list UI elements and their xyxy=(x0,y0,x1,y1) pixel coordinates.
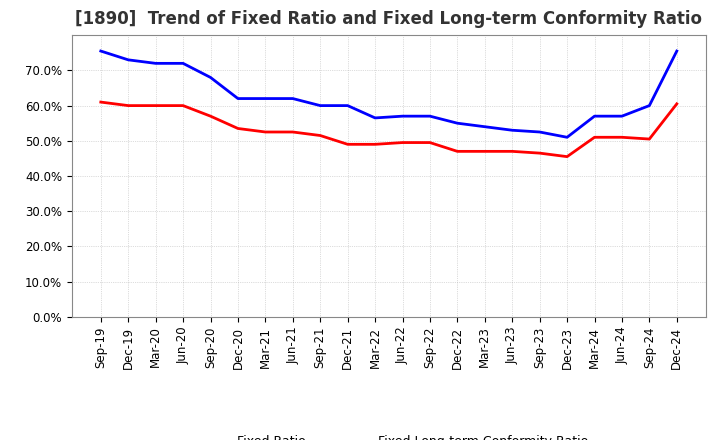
Fixed Long-term Conformity Ratio xyxy=(343,142,352,147)
Fixed Long-term Conformity Ratio xyxy=(508,149,516,154)
Fixed Long-term Conformity Ratio xyxy=(672,101,681,106)
Fixed Ratio xyxy=(343,103,352,108)
Fixed Ratio xyxy=(206,75,215,80)
Fixed Ratio xyxy=(618,114,626,119)
Fixed Long-term Conformity Ratio xyxy=(206,114,215,119)
Fixed Ratio xyxy=(480,124,489,129)
Fixed Ratio xyxy=(151,61,160,66)
Fixed Ratio xyxy=(124,57,132,62)
Fixed Long-term Conformity Ratio xyxy=(645,136,654,142)
Fixed Ratio xyxy=(590,114,599,119)
Fixed Ratio xyxy=(261,96,270,101)
Fixed Ratio xyxy=(536,129,544,135)
Fixed Ratio xyxy=(371,115,379,121)
Fixed Long-term Conformity Ratio xyxy=(618,135,626,140)
Fixed Long-term Conformity Ratio xyxy=(124,103,132,108)
Fixed Long-term Conformity Ratio xyxy=(96,99,105,105)
Fixed Long-term Conformity Ratio xyxy=(151,103,160,108)
Fixed Ratio xyxy=(398,114,407,119)
Fixed Ratio xyxy=(672,48,681,54)
Fixed Long-term Conformity Ratio xyxy=(590,135,599,140)
Fixed Long-term Conformity Ratio xyxy=(453,149,462,154)
Line: Fixed Long-term Conformity Ratio: Fixed Long-term Conformity Ratio xyxy=(101,102,677,157)
Fixed Ratio xyxy=(289,96,297,101)
Fixed Ratio xyxy=(96,48,105,54)
Fixed Long-term Conformity Ratio xyxy=(261,129,270,135)
Fixed Ratio xyxy=(316,103,325,108)
Fixed Ratio xyxy=(233,96,242,101)
Fixed Long-term Conformity Ratio xyxy=(426,140,434,145)
Fixed Ratio xyxy=(426,114,434,119)
Title: [1890]  Trend of Fixed Ratio and Fixed Long-term Conformity Ratio: [1890] Trend of Fixed Ratio and Fixed Lo… xyxy=(76,10,702,28)
Fixed Long-term Conformity Ratio xyxy=(398,140,407,145)
Fixed Long-term Conformity Ratio xyxy=(371,142,379,147)
Fixed Ratio xyxy=(645,103,654,108)
Fixed Long-term Conformity Ratio xyxy=(536,150,544,156)
Fixed Long-term Conformity Ratio xyxy=(480,149,489,154)
Fixed Long-term Conformity Ratio xyxy=(179,103,187,108)
Fixed Ratio xyxy=(453,121,462,126)
Fixed Ratio xyxy=(179,61,187,66)
Fixed Long-term Conformity Ratio xyxy=(316,133,325,138)
Legend: Fixed Ratio, Fixed Long-term Conformity Ratio: Fixed Ratio, Fixed Long-term Conformity … xyxy=(184,430,593,440)
Fixed Long-term Conformity Ratio xyxy=(233,126,242,131)
Fixed Ratio xyxy=(563,135,572,140)
Fixed Long-term Conformity Ratio xyxy=(563,154,572,159)
Fixed Ratio xyxy=(508,128,516,133)
Line: Fixed Ratio: Fixed Ratio xyxy=(101,51,677,137)
Fixed Long-term Conformity Ratio xyxy=(289,129,297,135)
